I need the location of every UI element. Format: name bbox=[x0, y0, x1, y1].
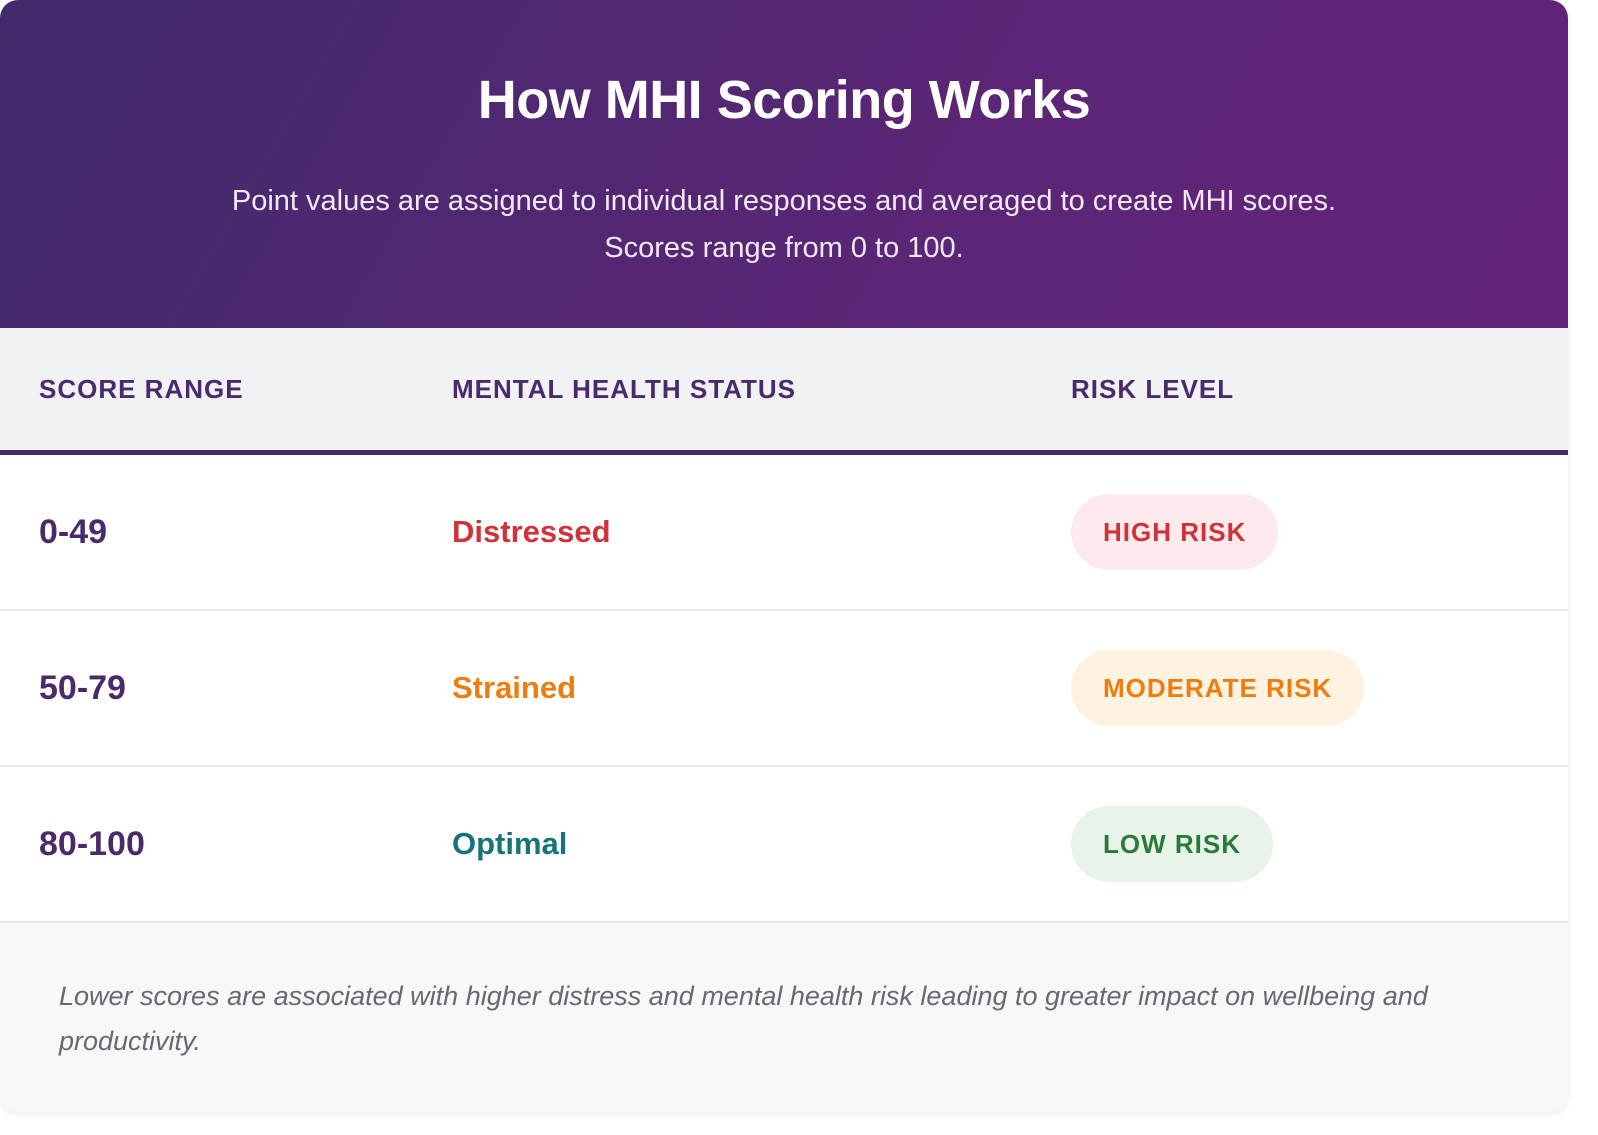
footnote: Lower scores are associated with higher … bbox=[59, 981, 1428, 1056]
column-header: SCORE RANGE bbox=[0, 328, 452, 455]
table-cell: LOW RISK bbox=[1071, 766, 1568, 923]
card: How MHI Scoring Works Point values are a… bbox=[0, 0, 1568, 1112]
table-cell: 0-49 bbox=[0, 452, 452, 611]
status: Optimal bbox=[452, 826, 568, 861]
risk-badge: HIGH RISK bbox=[1071, 494, 1279, 570]
table-cell: 80-100 bbox=[0, 766, 452, 923]
status: Strained bbox=[452, 670, 577, 705]
table-row: 0-49 Distressed HIGH RISK bbox=[0, 452, 1568, 611]
score-range: 50-79 bbox=[39, 668, 126, 707]
footer: Lower scores are associated with higher … bbox=[0, 924, 1568, 1112]
table-cell: 50-79 bbox=[0, 610, 452, 767]
header: How MHI Scoring Works Point values are a… bbox=[0, 0, 1568, 328]
title: How MHI Scoring Works bbox=[477, 70, 1091, 130]
risk-badge: LOW RISK bbox=[1071, 806, 1273, 882]
risk-badge: MODERATE RISK bbox=[1071, 650, 1365, 726]
subtitle: Point values are assigned to individual … bbox=[231, 185, 1337, 264]
table-body: 0-49 Distressed HIGH RISK 50-79 Strained MODE… bbox=[0, 452, 1568, 923]
table-cell: MODERATE RISK bbox=[1071, 610, 1568, 767]
score-range: 80-100 bbox=[39, 824, 145, 863]
table-row: 50-79 Strained MODERATE RISK bbox=[0, 610, 1568, 767]
column-header: RISK LEVEL bbox=[1071, 328, 1568, 455]
table-cell: HIGH RISK bbox=[1071, 452, 1568, 611]
score-table: SCORE RANGE MENTAL HEALTH STATUS RISK LEVE… bbox=[0, 328, 1568, 923]
header-row: SCORE RANGE MENTAL HEALTH STATUS RISK LEVE… bbox=[0, 328, 1568, 455]
score-range: 0-49 bbox=[39, 512, 108, 551]
table-cell: Strained bbox=[452, 610, 1071, 767]
table-cell: Distressed bbox=[452, 452, 1071, 611]
column-header: MENTAL HEALTH STATUS bbox=[452, 328, 1071, 455]
status: Distressed bbox=[452, 514, 611, 549]
table-row: 80-100 Optimal LOW RISK bbox=[0, 766, 1568, 923]
table-cell: Optimal bbox=[452, 766, 1071, 923]
